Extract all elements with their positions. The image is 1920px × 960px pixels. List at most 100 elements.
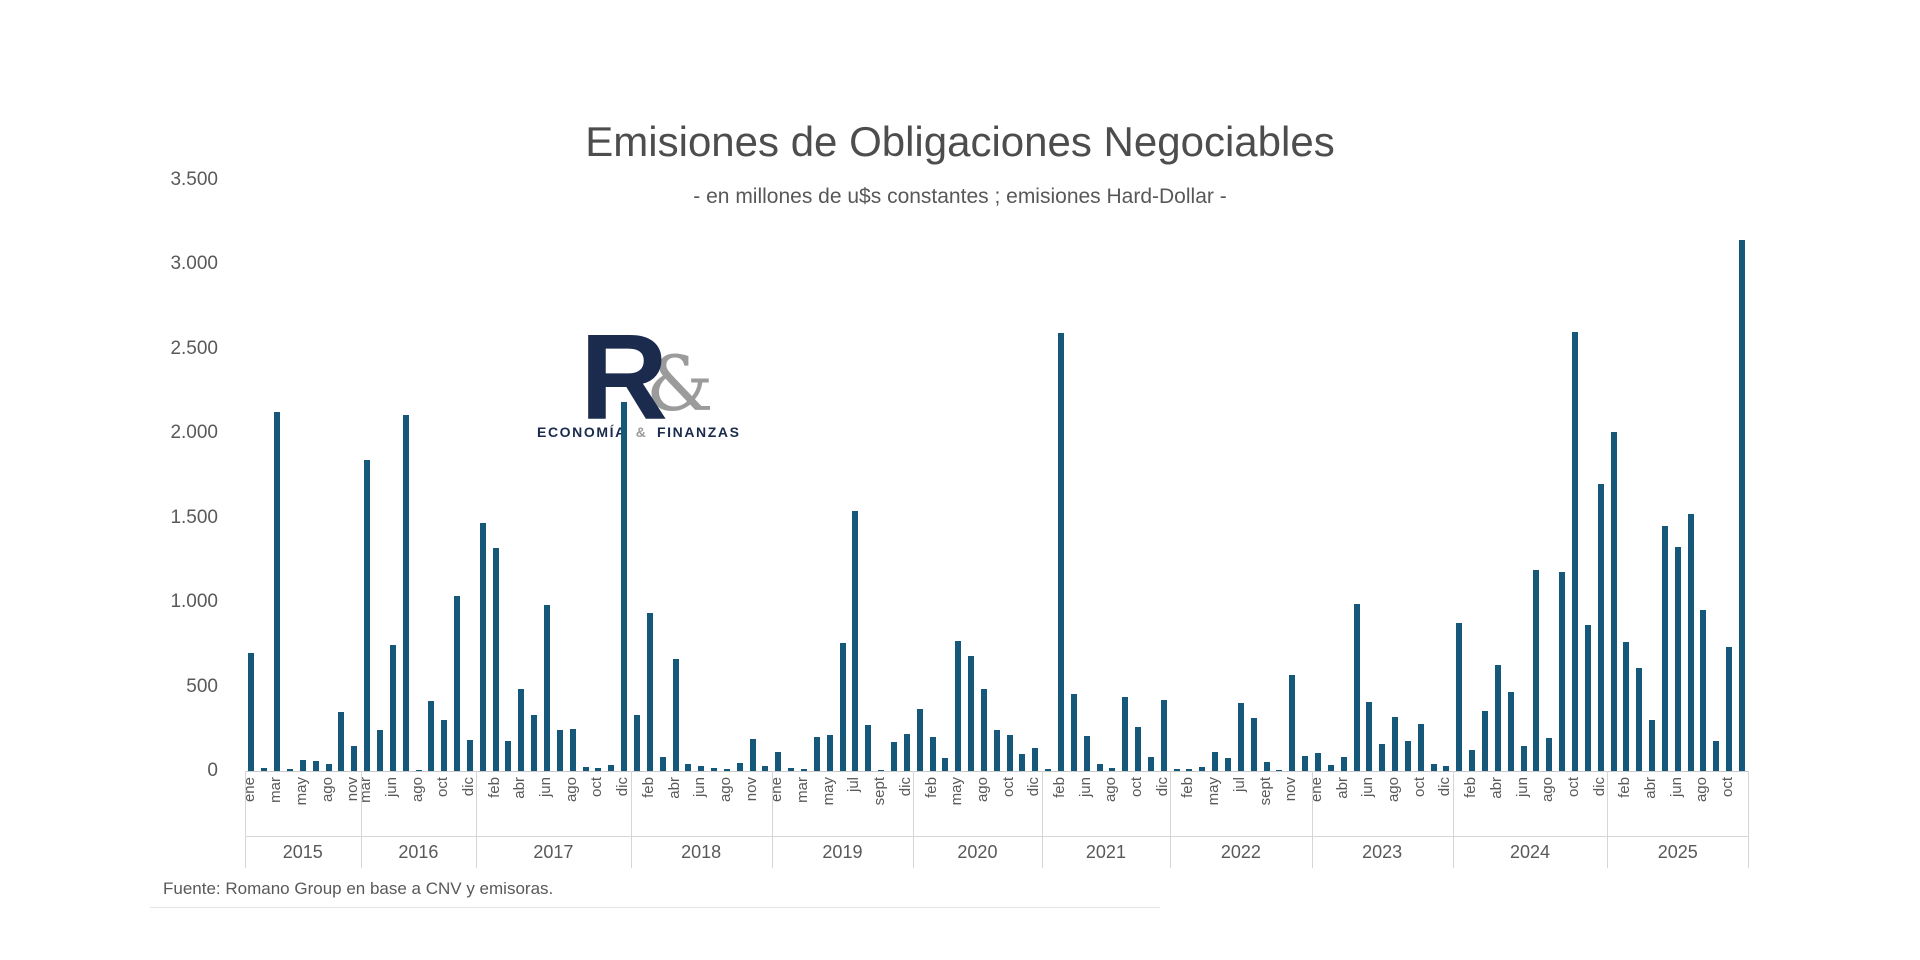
bar	[261, 768, 268, 771]
bar	[1469, 750, 1476, 771]
bar	[1533, 570, 1540, 771]
bar	[1186, 769, 1193, 771]
bar	[531, 715, 538, 771]
month-tick-label: may	[819, 777, 837, 806]
bar	[980, 689, 987, 771]
month-tick-label: ago	[562, 777, 580, 803]
year-tick-label: 2017	[533, 842, 574, 862]
month-tick-label: dic	[1153, 777, 1171, 797]
bar	[376, 730, 383, 771]
bar	[1700, 610, 1707, 771]
bar	[968, 656, 974, 771]
bar	[1507, 692, 1514, 771]
y-axis-tick-label: 2.000	[170, 422, 218, 443]
bar	[1443, 766, 1450, 771]
month-tick-label: jun	[1513, 777, 1531, 798]
bar	[1032, 748, 1039, 771]
month-tick-label: abr	[1333, 777, 1351, 799]
bar	[878, 770, 885, 771]
bar	[775, 752, 782, 771]
bar	[839, 643, 846, 771]
bar	[582, 767, 589, 771]
y-axis-tick-label: 500	[186, 675, 218, 697]
year-tick-label: 2021	[1085, 842, 1126, 862]
bar	[1739, 240, 1745, 771]
bar	[1571, 332, 1578, 771]
month-tick-label: oct	[1128, 777, 1145, 798]
month-tick-label: oct	[434, 777, 452, 798]
bar	[1122, 697, 1129, 771]
bar	[428, 701, 435, 771]
bar	[402, 415, 409, 771]
bar	[1212, 752, 1219, 771]
bar	[1456, 623, 1463, 771]
month-tick-label: feb	[639, 777, 657, 798]
bar	[1199, 767, 1206, 771]
month-tick-label: may	[292, 777, 310, 806]
month-tick-label: ago	[973, 777, 991, 803]
month-tick-label: dic	[459, 777, 477, 797]
month-tick-label: ago	[1102, 777, 1120, 803]
bar	[1147, 757, 1154, 771]
y-axis-tick-label: 0	[207, 760, 218, 781]
month-tick-label: jun	[537, 777, 554, 798]
year-tick-label: 2022	[1220, 842, 1261, 862]
year-group-divider	[1748, 771, 1750, 868]
logo-word-finanzas: FINANZAS	[657, 424, 741, 440]
year-group-divider	[1311, 771, 1313, 868]
chart-subtitle: - en millones de u$s constantes ; emisio…	[693, 185, 1227, 208]
bar	[287, 769, 293, 771]
month-tick-label: ago	[1385, 777, 1402, 803]
bar	[479, 523, 486, 771]
bar	[1584, 625, 1591, 771]
logo-ampersand-icon: &	[646, 339, 714, 428]
year-group-divider	[1452, 771, 1454, 868]
month-tick-label: abr	[665, 777, 683, 799]
bar	[556, 730, 563, 771]
bar	[685, 764, 692, 771]
month-tick-label: feb	[922, 777, 940, 798]
year-tick-label: 2015	[282, 842, 323, 862]
year-tick-label: 2018	[681, 842, 722, 862]
bar	[1417, 724, 1424, 771]
month-tick-label: may	[948, 777, 966, 806]
month-tick-label: jul	[845, 777, 863, 793]
bar	[492, 548, 499, 771]
year-tick-label: 2016	[398, 842, 439, 862]
bar	[1057, 333, 1064, 771]
bar	[646, 613, 653, 771]
year-group-divider	[771, 771, 773, 868]
bar	[338, 712, 345, 771]
month-tick-label: ago	[318, 777, 336, 803]
month-tick-label: feb	[1616, 777, 1634, 798]
bar	[1494, 665, 1501, 771]
bar	[1623, 642, 1630, 771]
year-tick-label: 2020	[957, 842, 998, 862]
bar	[942, 758, 949, 771]
month-tick-label: mar	[267, 777, 285, 803]
x-axis-line	[245, 771, 1749, 772]
bar	[1636, 668, 1643, 771]
month-tick-label: oct	[1410, 777, 1428, 798]
bar	[1250, 718, 1257, 771]
month-tick-label: feb	[485, 777, 503, 798]
bar	[788, 768, 795, 771]
bar	[813, 737, 820, 771]
bar	[1045, 769, 1052, 771]
y-axis-tick-label: 1.000	[170, 591, 218, 612]
month-tick-label: mar	[794, 777, 811, 803]
bar	[916, 709, 923, 771]
bar	[1546, 738, 1553, 771]
month-tick-label: oct	[999, 777, 1017, 798]
bar	[1559, 572, 1566, 771]
bar	[1327, 765, 1334, 771]
bar	[1482, 711, 1488, 771]
month-year-separator-line	[245, 836, 1749, 837]
month-tick-label: oct	[1719, 777, 1737, 798]
bar	[801, 769, 807, 771]
month-tick-label: jun	[1667, 777, 1685, 798]
month-tick-label: ene	[768, 777, 786, 803]
bar	[826, 735, 833, 771]
bar	[633, 715, 640, 771]
